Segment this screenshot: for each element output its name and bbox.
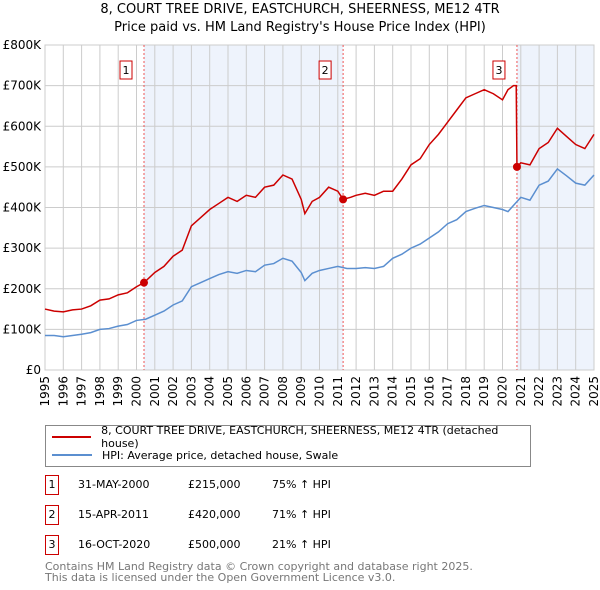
sale-price: £215,000 [188, 478, 241, 491]
chart-title: 8, COURT TREE DRIVE, EASTCHURCH, SHEERNE… [100, 2, 500, 17]
legend-swatch [52, 454, 92, 456]
sale-row: 1 31-MAY-2000 £215,000 75% ↑ HPI [45, 475, 445, 495]
sale-hpi: 21% ↑ HPI [272, 538, 331, 551]
sale-date: 16-OCT-2020 [78, 538, 151, 551]
sale-date: 31-MAY-2000 [78, 478, 150, 491]
footer-line: Contains HM Land Registry data © Crown c… [45, 560, 473, 573]
x-tick-label: 1999 [111, 376, 125, 407]
x-tick-label: 2006 [239, 376, 253, 407]
y-tick-label: £800K [3, 38, 43, 52]
x-tick-label: 2003 [184, 376, 198, 407]
x-tick-label: 2012 [349, 376, 363, 407]
legend-swatch [52, 436, 92, 438]
x-tick-label: 1996 [56, 376, 70, 407]
x-tick-label: 2002 [166, 376, 180, 407]
sale-price: £500,000 [188, 538, 241, 551]
x-tick-label: 2021 [514, 376, 528, 407]
sale-marker-box [492, 60, 506, 80]
sale-badge: 2 [45, 505, 59, 525]
sale-badge: 3 [45, 535, 59, 555]
x-tick-label: 2014 [386, 376, 400, 407]
sale-badge: 1 [45, 475, 59, 495]
x-tick-label: 2023 [550, 376, 564, 407]
sale-hpi: 75% ↑ HPI [272, 478, 331, 491]
sale-point [140, 278, 149, 287]
y-tick-label: £100K [3, 322, 43, 336]
x-tick-label: 2020 [496, 376, 510, 407]
sale-hpi: 71% ↑ HPI [272, 508, 331, 521]
y-tick-label: £200K [3, 282, 43, 296]
legend-item-property: 8, COURT TREE DRIVE, EASTCHURCH, SHEERNE… [52, 424, 530, 450]
series-line [45, 167, 595, 338]
x-tick-label: 1995 [38, 376, 52, 407]
x-tick-label: 2000 [130, 376, 144, 407]
x-tick-label: 2022 [532, 376, 546, 407]
x-tick-label: 2011 [331, 376, 345, 407]
chart-subtitle: Price paid vs. HM Land Registry's House … [114, 20, 486, 35]
sale-marker-label: 1 [123, 64, 130, 77]
x-tick-label: 2001 [148, 376, 162, 407]
y-tick-label: £500K [3, 160, 43, 174]
sale-point [339, 195, 348, 204]
x-tick-label: 2009 [294, 376, 308, 407]
footer-line: This data is licensed under the Open Gov… [45, 571, 396, 584]
y-tick-label: £700K [3, 79, 43, 93]
sale-row: 2 15-APR-2011 £420,000 71% ↑ HPI [45, 505, 445, 525]
x-tick-label: 2008 [276, 376, 290, 407]
sale-marker-box [318, 60, 332, 80]
x-tick-label: 2015 [404, 376, 418, 407]
sale-marker-label: 3 [495, 64, 502, 77]
legend: 8, COURT TREE DRIVE, EASTCHURCH, SHEERNE… [45, 424, 531, 467]
x-tick-label: 2004 [203, 376, 217, 407]
x-tick-label: 2007 [258, 376, 272, 407]
x-tick-label: 2016 [422, 376, 436, 407]
footer: Contains HM Land Registry data © Crown c… [45, 561, 473, 583]
x-tick-label: 2005 [221, 376, 235, 407]
sale-marker-label: 2 [322, 64, 329, 77]
x-tick-label: 2019 [477, 376, 491, 407]
y-tick-label: £600K [3, 119, 43, 133]
legend-label: HPI: Average price, detached house, Swal… [102, 448, 339, 462]
plot-frame [44, 44, 595, 371]
x-tick-label: 2013 [367, 376, 381, 407]
x-tick-label: 2025 [587, 376, 600, 407]
sale-price: £420,000 [188, 508, 241, 521]
sale-date: 15-APR-2011 [78, 508, 150, 521]
y-tick-label: £0 [26, 363, 41, 377]
x-tick-label: 2018 [459, 376, 473, 407]
x-tick-label: 2017 [441, 376, 455, 407]
y-tick-label: £400K [3, 201, 43, 215]
x-tick-label: 2010 [313, 376, 327, 407]
legend-label: 8, COURT TREE DRIVE, EASTCHURCH, SHEERNE… [101, 424, 499, 450]
price-chart: 1995 1996 1997 1998 1999 2000 2001 2002 2003 2004… [3, 38, 600, 407]
sale-marker-box [119, 60, 133, 80]
y-tick-label: £300K [3, 241, 43, 255]
sale-row: 3 16-OCT-2020 £500,000 21% ↑ HPI [45, 535, 445, 555]
x-tick-label: 1997 [75, 376, 89, 407]
sale-point [512, 162, 521, 171]
x-tick-label: 2024 [569, 376, 583, 407]
x-tick-label: 1998 [93, 376, 107, 407]
legend-item-hpi: HPI: Average price, detached house, Swal… [52, 447, 338, 463]
